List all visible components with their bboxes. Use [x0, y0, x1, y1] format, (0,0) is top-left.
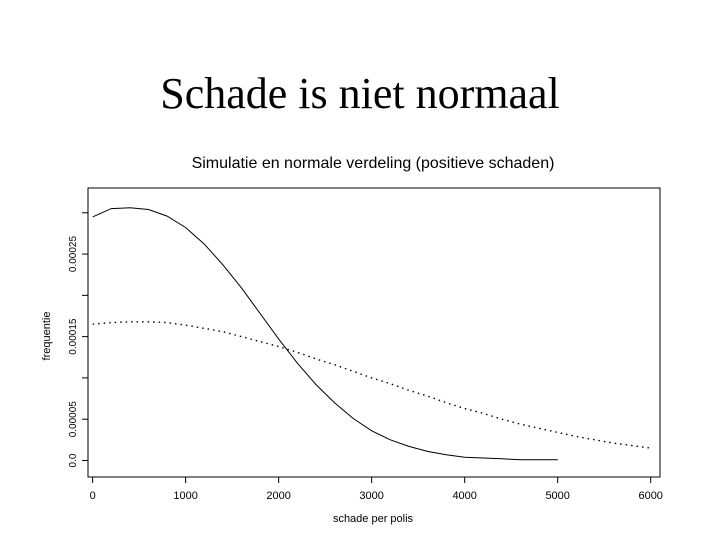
y-tick-label: 0.00025	[68, 236, 79, 273]
y-tick-label: 0.0	[68, 453, 79, 467]
x-tick-label: 4000	[452, 490, 476, 502]
chart-title: Simulatie en normale verdeling (positiev…	[192, 155, 555, 172]
series-line-2	[92, 321, 651, 449]
y-tick-label: 0.00015	[68, 318, 79, 355]
y-tick-label: 0.00005	[68, 401, 79, 438]
axes: 0 1000 2000 3000 4000 5000 6000 0.0 0.00005 0.000…	[68, 187, 663, 502]
x-tick-label: 3000	[359, 490, 383, 502]
x-tick-label: 1000	[173, 490, 197, 502]
x-tick-label: 6000	[638, 490, 662, 502]
series-layer	[92, 207, 651, 461]
series-line-1	[92, 207, 558, 461]
plot-frame	[87, 187, 661, 478]
x-tick-label: 0	[90, 490, 96, 502]
x-axis-label: schade per polis	[333, 513, 414, 525]
slide-title: Schade is niet normaal	[160, 69, 560, 118]
x-tick-label: 5000	[545, 490, 569, 502]
x-tick-label: 2000	[266, 490, 290, 502]
y-axis-label: frequentie	[41, 312, 53, 361]
